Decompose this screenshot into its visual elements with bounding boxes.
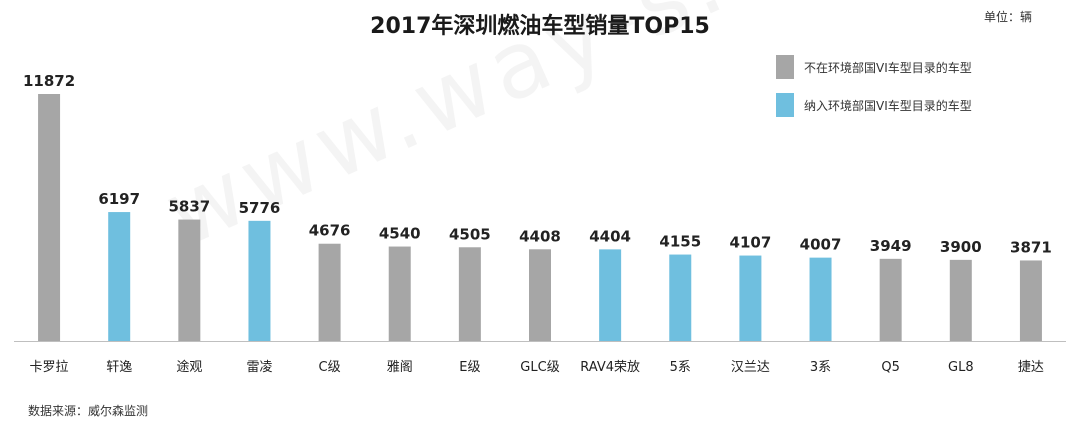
category-label: Q5 — [881, 360, 900, 375]
data-label: 3949 — [870, 237, 912, 255]
category-label: E级 — [459, 360, 480, 375]
data-label: 4408 — [519, 227, 561, 245]
bar-RAV4荣放 — [599, 249, 622, 341]
data-label: 3871 — [1010, 238, 1052, 256]
data-label: 3900 — [940, 238, 982, 256]
legend-swatch-blue — [776, 93, 794, 117]
bar-雷凌 — [248, 220, 271, 341]
bar-C级 — [318, 243, 341, 341]
bar-GLC级 — [529, 249, 551, 341]
chart-title: 2017年深圳燃油车型销量TOP15 — [370, 14, 710, 39]
data-label: 5837 — [168, 198, 210, 216]
category-label: RAV4荣放 — [580, 360, 640, 375]
legend-label: 纳入环境部国VI车型目录的车型 — [804, 98, 972, 113]
data-label: 11872 — [23, 72, 75, 90]
legend-item-not-in-catalog: 不在环境部国VI车型目录的车型 — [776, 55, 972, 79]
category-label: 卡罗拉 — [30, 360, 69, 375]
bar-卡罗拉 — [38, 94, 61, 341]
bar-汉兰达 — [739, 255, 762, 341]
legend-swatch-gray — [776, 55, 794, 79]
category-label: 捷达 — [1018, 360, 1044, 375]
bar-途观 — [178, 219, 201, 341]
data-label: 4107 — [730, 234, 772, 252]
bar-轩逸 — [108, 212, 131, 341]
category-label: C级 — [319, 360, 341, 375]
bar-GL8 — [949, 259, 972, 341]
bar-捷达 — [1019, 260, 1042, 341]
data-label: 4676 — [309, 222, 351, 240]
bar-3系 — [809, 257, 832, 341]
bar-Q5 — [879, 258, 902, 341]
data-label: 5776 — [239, 199, 281, 217]
data-label: 6197 — [98, 190, 140, 208]
legend: 不在环境部国VI车型目录的车型 纳入环境部国VI车型目录的车型 — [776, 55, 972, 131]
bar-雅阁 — [388, 246, 411, 341]
data-label: 4007 — [800, 236, 842, 254]
legend-item-in-catalog: 纳入环境部国VI车型目录的车型 — [776, 93, 972, 117]
category-label: 3系 — [810, 360, 831, 375]
data-label: 4505 — [449, 225, 491, 243]
data-source: 数据来源：威尔森监测 — [28, 404, 149, 418]
data-label: 4404 — [589, 227, 631, 245]
bar-E级 — [458, 247, 481, 341]
unit-label: 单位：辆 — [983, 10, 1032, 24]
legend-label: 不在环境部国VI车型目录的车型 — [804, 60, 972, 75]
category-label: GL8 — [948, 360, 974, 375]
category-label: 汉兰达 — [731, 360, 770, 375]
category-label: GLC级 — [520, 360, 559, 375]
data-label: 4540 — [379, 225, 421, 243]
category-label: 轩逸 — [106, 360, 132, 375]
category-label: 5系 — [670, 360, 691, 375]
category-label: 雷凌 — [246, 360, 272, 375]
category-label: 雅阁 — [387, 360, 413, 375]
category-label: 途观 — [176, 359, 202, 375]
bar-5系 — [669, 254, 692, 341]
data-label: 4155 — [659, 233, 701, 251]
